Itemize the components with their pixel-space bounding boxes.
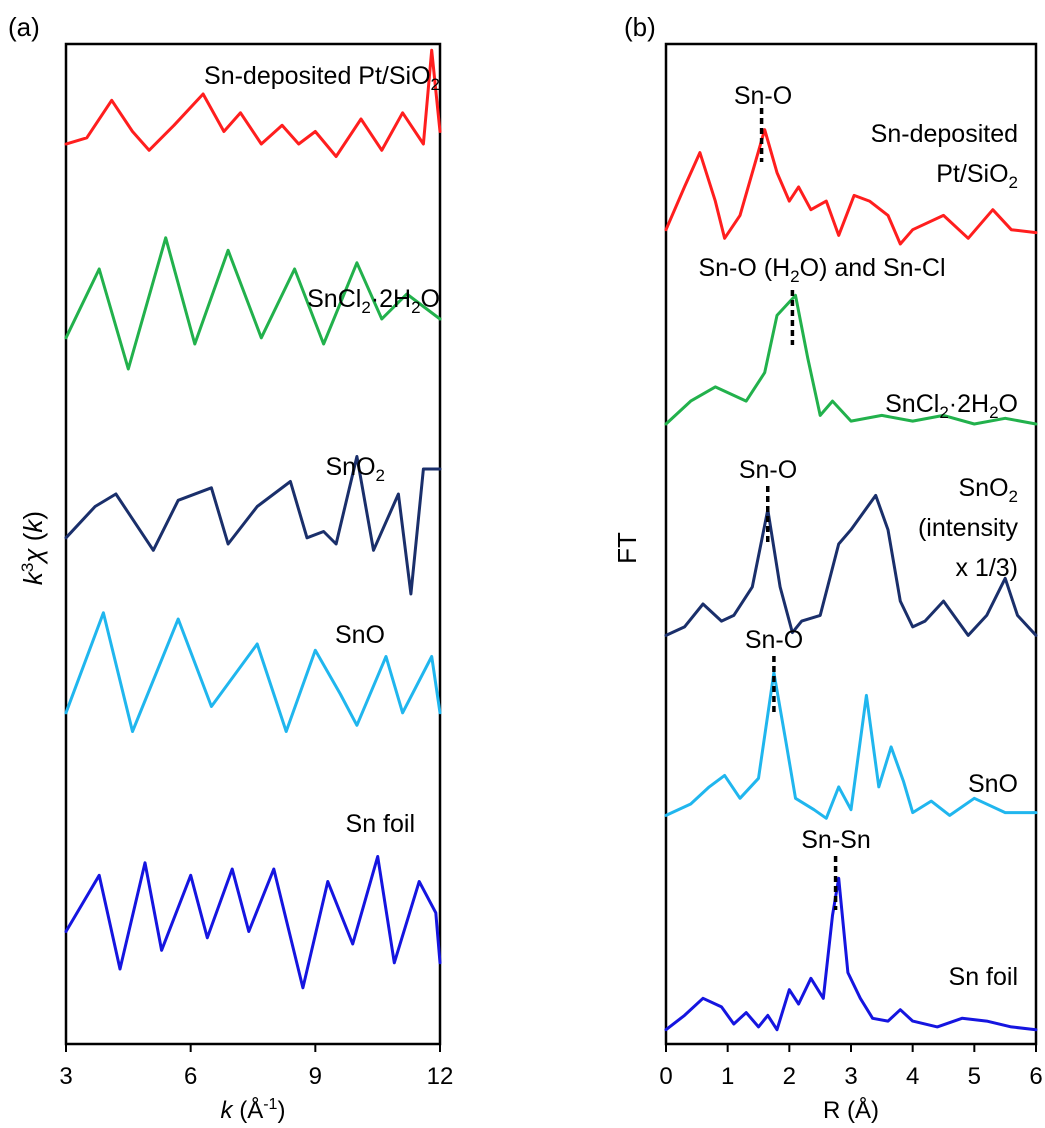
panel-b-series-group bbox=[664, 128, 1038, 1032]
annotation-b-sn-o-2: Sn-O bbox=[739, 456, 797, 484]
x-tick-label-b-1: 1 bbox=[721, 1063, 734, 1090]
annotation-b-sn-o-1: Sn-O bbox=[734, 82, 792, 110]
panel-a-y-axis-label: k3χ (k) bbox=[18, 511, 48, 585]
label-b-sno2: SnO2 bbox=[959, 474, 1019, 506]
panel-a-plot-area bbox=[64, 42, 442, 1046]
label-b-sn-deposited-line2: Pt/SiO2 bbox=[936, 160, 1018, 192]
series-a-sn-deposited-pt-sio2 bbox=[64, 48, 442, 158]
label-a-sn-deposited: Sn-deposited Pt/SiO2 bbox=[204, 62, 440, 94]
panel-b-label: (b) bbox=[624, 12, 656, 42]
label-a-sno2: SnO2 bbox=[326, 453, 386, 485]
x-tick-label-a-3: 3 bbox=[59, 1063, 72, 1090]
panel-b-plot-area bbox=[664, 42, 1038, 1046]
series-a-sncl2-2h2o bbox=[64, 236, 442, 371]
x-tick-label-b-6: 6 bbox=[1029, 1063, 1042, 1090]
label-b-intensity-line2: x 1/3) bbox=[955, 554, 1018, 582]
x-tick-label-b-5: 5 bbox=[968, 1063, 981, 1090]
panel-a: (a) 3 6 9 12 Sn-deposited Pt/SiO2 SnCl2·2H2… bbox=[8, 12, 453, 1124]
x-tick-label-b-4: 4 bbox=[906, 1063, 919, 1090]
x-tick-label-a-9: 9 bbox=[309, 1063, 322, 1090]
panel-b: (b) 0 1 2 3 4 5 6 Sn-O Sn-deposited Pt/SiO2 Sn… bbox=[612, 12, 1043, 1124]
panel-b-peak-markers bbox=[759, 108, 838, 910]
x-tick-label-b-3: 3 bbox=[844, 1063, 857, 1090]
label-a-sno: SnO bbox=[335, 621, 385, 649]
x-tick-label-b-2: 2 bbox=[783, 1063, 796, 1090]
label-b-sno: SnO bbox=[968, 770, 1018, 798]
panel-b-x-axis-label: R (Å) bbox=[823, 1096, 879, 1124]
x-tick-label-a-6: 6 bbox=[184, 1063, 197, 1090]
label-b-sn-deposited-line1: Sn-deposited bbox=[871, 120, 1018, 148]
annotation-b-sn-o-3: Sn-O bbox=[745, 626, 803, 654]
label-a-sn-foil: Sn foil bbox=[346, 810, 415, 838]
annotation-b-sn-sn: Sn-Sn bbox=[801, 826, 870, 854]
x-tick-label-a-12: 12 bbox=[427, 1063, 454, 1090]
series-b-sncl2-2h2o bbox=[664, 293, 1038, 426]
series-a-sno2 bbox=[64, 455, 442, 596]
label-b-sncl2: SnCl2·2H2O bbox=[885, 390, 1018, 422]
panel-a-series-group bbox=[64, 48, 442, 990]
series-b-sn-deposited-pt-sio2 bbox=[664, 128, 1038, 246]
label-b-sn-foil: Sn foil bbox=[949, 963, 1018, 991]
label-b-intensity-line1: (intensity bbox=[918, 514, 1019, 542]
annotation-b-sn-o-h2o-sn-cl: Sn-O (H2O) and Sn-Cl bbox=[698, 254, 945, 286]
panel-b-x-ticks: 0 1 2 3 4 5 6 bbox=[659, 1044, 1043, 1090]
series-b-sno bbox=[664, 671, 1038, 820]
series-b-sno2 bbox=[664, 493, 1038, 637]
panel-a-x-ticks: 3 6 9 12 bbox=[59, 1044, 453, 1090]
series-a-sno bbox=[64, 611, 442, 733]
series-a-sn-foil bbox=[64, 855, 442, 990]
panel-a-label: (a) bbox=[8, 12, 40, 42]
label-a-sncl2: SnCl2·2H2O bbox=[307, 285, 440, 317]
panel-b-y-axis-label: FT bbox=[612, 532, 642, 564]
x-tick-label-b-0: 0 bbox=[659, 1063, 672, 1090]
series-b-sn-foil bbox=[664, 876, 1038, 1032]
panel-a-x-axis-label: k (Å-1) bbox=[221, 1096, 286, 1124]
